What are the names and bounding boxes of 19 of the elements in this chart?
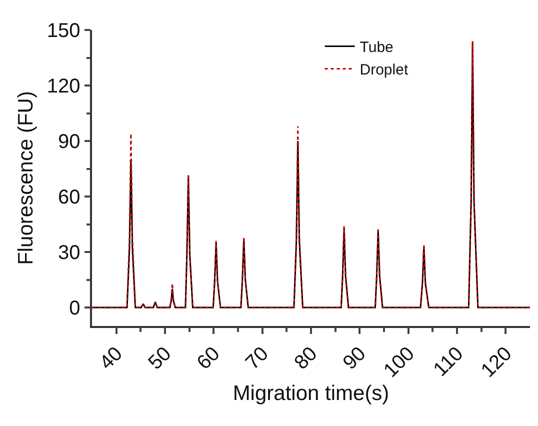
x-tick-label: 80 bbox=[290, 342, 322, 374]
legend-label: Tube bbox=[360, 39, 394, 56]
y-tick-label: 60 bbox=[58, 186, 80, 208]
y-axis-title: Fluorescence (FU) bbox=[14, 91, 38, 265]
x-tick-label: 50 bbox=[144, 342, 176, 374]
x-tick-label: 60 bbox=[192, 342, 224, 374]
y-tick-label: 120 bbox=[46, 76, 80, 98]
x-tick-label: 90 bbox=[338, 342, 370, 374]
x-tick-label: 40 bbox=[96, 342, 127, 374]
x-tick-label: 100 bbox=[380, 342, 419, 382]
y-tick-label: 150 bbox=[46, 20, 80, 42]
x-tick-label: 110 bbox=[430, 342, 468, 381]
x-tick-label: 70 bbox=[242, 342, 273, 374]
y-tick-label: 30 bbox=[58, 242, 80, 264]
x-tick-label: 120 bbox=[477, 342, 516, 382]
x-axis-title: Migration time(s) bbox=[232, 382, 390, 405]
y-tick-label: 0 bbox=[69, 298, 80, 320]
y-tick-label: 90 bbox=[58, 131, 80, 153]
legend-label: Droplet bbox=[360, 62, 409, 79]
